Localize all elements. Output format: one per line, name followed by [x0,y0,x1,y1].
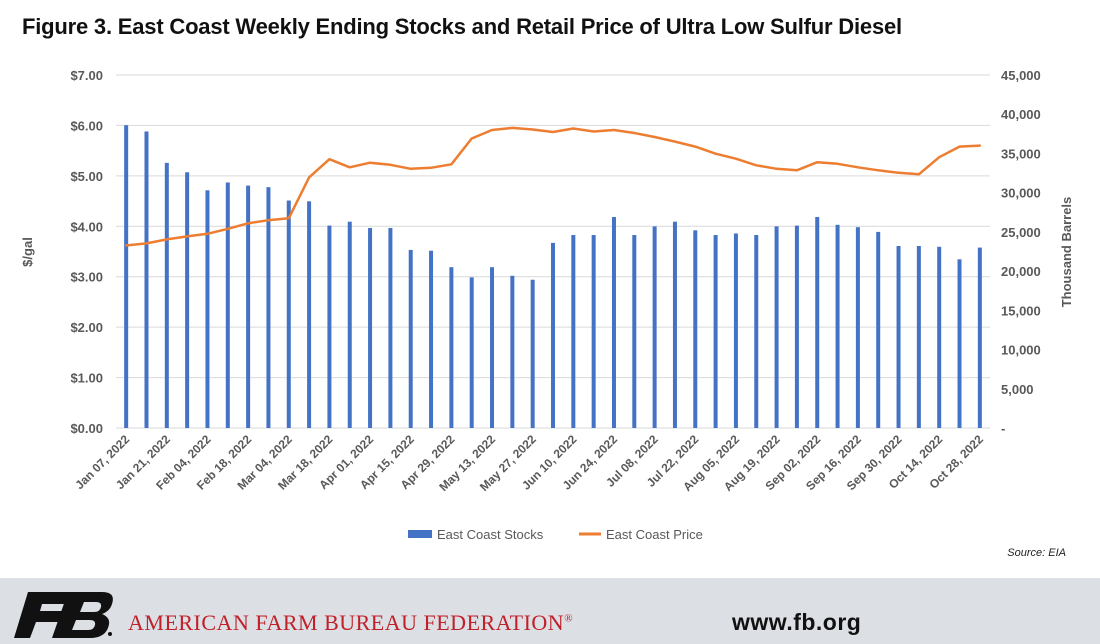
stocks-bar [327,225,332,428]
left-axis-ticks: $0.00 $1.00 $2.00 $3.00 $4.00 $5.00 $6.00 $7.00 [70,68,103,436]
stocks-bar [713,235,718,428]
stocks-bar [733,233,738,428]
legend-label-stocks: East Coast Stocks [437,527,544,542]
stocks-bar [347,221,352,428]
legend-label-price: East Coast Price [606,527,703,542]
stocks-bar [937,246,942,428]
website-link[interactable]: www.fb.org [732,609,862,635]
stocks-bar [164,162,169,428]
stocks-bar [490,267,495,428]
right-tick-label: 40,000 [1001,107,1041,122]
stocks-bar [835,224,840,428]
stocks-bar [957,259,962,428]
stocks-bar [266,187,271,428]
legend: East Coast Stocks East Coast Price [408,527,703,542]
right-tick-label: - [1001,421,1005,436]
left-axis-label: $/gal [20,237,35,267]
right-tick-label: 15,000 [1001,303,1041,318]
right-tick-label: 25,000 [1001,225,1041,240]
stocks-bar [469,277,474,428]
left-tick-label: $0.00 [70,421,103,436]
stocks-bar [591,235,596,428]
footer-banner: AMERICAN FARM BUREAU FEDERATION® www.fb.… [0,578,1100,644]
left-tick-label: $4.00 [70,219,103,234]
stocks-bar [774,226,779,428]
left-tick-label: $6.00 [70,118,103,133]
stocks-bar [977,247,982,428]
legend-swatch-stocks [408,530,432,538]
left-tick-label: $5.00 [70,169,103,184]
right-tick-label: 45,000 [1001,68,1041,83]
stocks-bar [388,227,393,428]
stocks-bar [611,216,616,428]
stocks-bar [246,185,251,428]
left-tick-label: $1.00 [70,371,103,386]
stocks-bar [551,242,555,428]
left-tick-label: $7.00 [70,68,103,83]
stocks-bar [794,225,799,428]
price-line [124,126,982,247]
stocks-bar [429,250,434,428]
stocks-bar [449,267,454,428]
chart-title: Figure 3. East Coast Weekly Ending Stock… [22,14,902,39]
stocks-bar [185,172,190,428]
source-note: Source: EIA [1007,547,1066,559]
organization-name: AMERICAN FARM BUREAU FEDERATION® [128,610,574,635]
stocks-bar [754,235,759,428]
fb-logo-icon [14,592,113,638]
stocks-bar [144,131,149,429]
stocks-bar [205,190,210,428]
stocks-bar [408,249,413,428]
stocks-bar [368,227,373,428]
right-tick-label: 35,000 [1001,146,1041,161]
right-tick-label: 20,000 [1001,264,1041,279]
stocks-bar [916,246,921,428]
stocks-bar [307,201,312,428]
stocks-bar [124,125,129,429]
combo-chart: $0.00 $1.00 $2.00 $3.00 $4.00 $5.00 $6.00 $7.00… [20,68,1074,542]
stocks-bars [124,125,982,429]
right-tick-label: 30,000 [1001,186,1041,201]
stocks-bar [571,235,576,428]
price-line-layer [124,126,982,247]
right-tick-label: 10,000 [1001,343,1041,358]
stocks-bar [896,246,901,428]
right-axis-ticks: - 5,000 10,000 15,000 20,000 25,000 30,000 35,0… [1001,68,1041,436]
stocks-bar [652,226,657,428]
stocks-bar [632,235,637,428]
left-tick-label: $3.00 [70,270,103,285]
right-axis-label: Thousand Barrels [1059,197,1074,308]
stocks-bar [855,227,860,428]
left-tick-label: $2.00 [70,320,103,335]
stocks-bar [672,221,677,428]
stocks-bar [286,200,291,428]
stocks-bar [510,275,515,428]
right-tick-label: 5,000 [1001,382,1034,397]
stocks-bar [815,216,820,428]
stocks-bar [530,279,535,428]
stocks-bar [876,231,881,428]
stocks-bar [225,182,230,428]
stocks-bar [693,230,698,428]
